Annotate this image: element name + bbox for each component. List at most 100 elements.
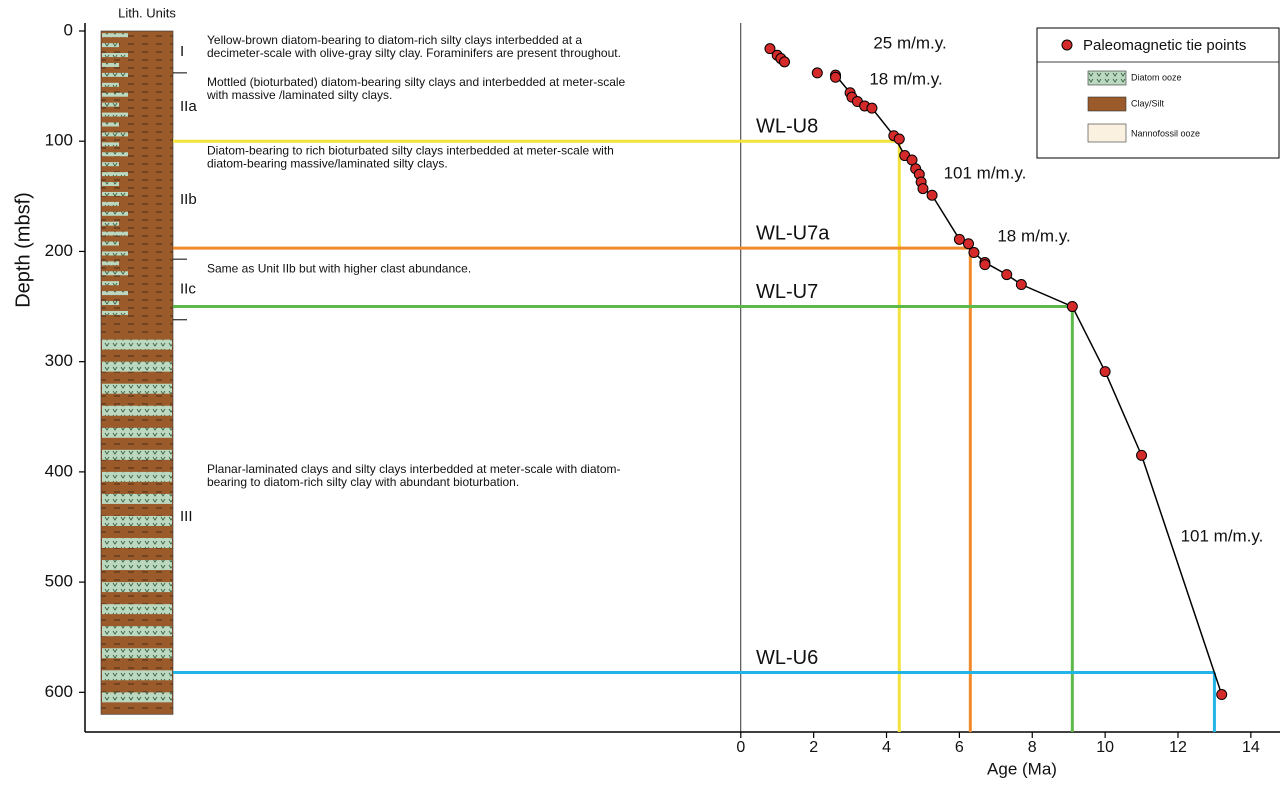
tie-point xyxy=(1100,367,1110,377)
diatom-patch xyxy=(102,192,128,196)
rate-label: 101 m/m.y. xyxy=(1181,526,1264,545)
legend-label: Paleomagnetic tie points xyxy=(1083,37,1246,54)
age-model-line xyxy=(836,75,1222,694)
diatom-patch xyxy=(102,152,128,156)
diatom-band xyxy=(102,648,172,658)
diatom-patch xyxy=(102,222,119,226)
unit-description: decimeter-scale with olive-gray silty cl… xyxy=(207,46,621,60)
y-axis-label: Depth (mbsf) xyxy=(12,192,34,308)
tie-point xyxy=(927,190,937,200)
tie-point xyxy=(831,72,841,82)
diatom-patch xyxy=(102,132,128,136)
diatom-patch xyxy=(102,93,128,97)
diatom-band xyxy=(102,560,172,570)
diatom-band xyxy=(102,582,172,592)
unit-description: Planar-laminated clays and silty clays i… xyxy=(207,462,621,476)
x-tick-label: 6 xyxy=(955,739,964,756)
tie-point xyxy=(1217,690,1227,700)
tie-point xyxy=(1002,270,1012,280)
diatom-patch xyxy=(102,53,128,57)
y-tick-label: 500 xyxy=(45,572,73,591)
column-label: Lith. Units xyxy=(118,5,176,20)
diatom-patch xyxy=(102,43,119,47)
x-tick-label: 8 xyxy=(1028,739,1037,756)
diatom-band xyxy=(102,516,172,526)
tie-point xyxy=(918,184,928,194)
diatom-patch xyxy=(102,291,128,295)
diatom-band xyxy=(102,494,172,504)
rate-label: 18 m/m.y. xyxy=(869,69,942,88)
y-tick-label: 100 xyxy=(45,131,73,150)
diatom-band xyxy=(102,604,172,614)
horizon-label: WL-U7 xyxy=(756,281,818,303)
legend-swatch xyxy=(1088,71,1126,85)
unit-label: III xyxy=(180,508,193,525)
tie-point xyxy=(1067,302,1077,312)
legend-swatch xyxy=(1088,124,1126,142)
diatom-patch xyxy=(102,113,128,117)
legend-label: Nannofossil ooze xyxy=(1131,128,1200,138)
tie-point xyxy=(780,57,790,67)
unit-label: I xyxy=(180,43,184,60)
unit-description: Yellow-brown diatom-bearing to diatom-ri… xyxy=(207,33,582,47)
chart: Lith. Units Depth (mbsf) Age (Ma) 0 100 20… xyxy=(0,0,1287,781)
x-tick-label: 2 xyxy=(809,739,818,756)
diatom-patch xyxy=(102,251,128,255)
diatom-patch xyxy=(102,162,119,166)
lithology-column xyxy=(101,31,173,714)
legend-label: Clay/Silt xyxy=(1131,98,1165,108)
unit-description: diatom-bearing massive/laminated silty c… xyxy=(207,156,448,170)
x-tick-label: 14 xyxy=(1242,739,1260,756)
diatom-patch xyxy=(102,261,119,265)
diatom-patch xyxy=(102,271,128,275)
legend-label: Diatom ooze xyxy=(1131,72,1182,82)
y-tick-label: 300 xyxy=(45,351,73,370)
diatom-band xyxy=(102,670,172,680)
diatom-band xyxy=(102,384,172,394)
tie-point xyxy=(954,234,964,244)
diatom-patch xyxy=(102,63,119,67)
horizon-label: WL-U7a xyxy=(756,222,830,244)
unit-label: IIb xyxy=(180,191,197,208)
diatom-patch xyxy=(102,103,119,107)
legend-marker xyxy=(1062,40,1072,50)
horizon-label: WL-U8 xyxy=(756,116,818,138)
tie-point xyxy=(963,239,973,249)
unit-description: Diatom-bearing to rich bioturbated silty… xyxy=(207,143,614,157)
rate-label: 101 m/m.y. xyxy=(944,163,1027,182)
tie-point xyxy=(969,248,979,258)
diatom-band xyxy=(102,428,172,438)
unit-description: Mottled (bioturbated) diatom-bearing sil… xyxy=(207,75,626,89)
diatom-patch xyxy=(102,122,119,126)
diatom-patch xyxy=(102,301,119,305)
diatom-patch xyxy=(102,73,128,77)
horizon-label: WL-U6 xyxy=(756,647,818,669)
diatom-patch xyxy=(102,142,119,146)
x-tick-label: 10 xyxy=(1096,739,1114,756)
tie-point xyxy=(867,103,877,113)
x-tick-label: 4 xyxy=(882,739,891,756)
tie-point xyxy=(980,260,990,270)
diatom-patch xyxy=(102,311,128,315)
diatom-patch xyxy=(102,232,128,236)
y-tick-label: 0 xyxy=(64,20,73,39)
diatom-patch xyxy=(102,172,128,176)
diatom-band xyxy=(102,626,172,636)
unit-label: IIc xyxy=(180,280,196,297)
y-tick-label: 600 xyxy=(45,682,73,701)
rate-label: 25 m/m.y. xyxy=(873,33,946,52)
diatom-band xyxy=(102,362,172,372)
y-tick-label: 200 xyxy=(45,241,73,260)
tie-point xyxy=(1137,450,1147,460)
tie-point xyxy=(812,68,822,78)
diatom-patch xyxy=(102,33,128,37)
tie-point xyxy=(1016,280,1026,290)
diatom-band xyxy=(102,450,172,460)
diatom-band xyxy=(102,692,172,702)
x-axis-label: Age (Ma) xyxy=(987,759,1057,778)
diatom-patch xyxy=(102,212,128,216)
y-tick-label: 400 xyxy=(45,461,73,480)
legend-swatch xyxy=(1088,97,1126,111)
diatom-patch xyxy=(102,182,119,186)
x-tick-label: 12 xyxy=(1169,739,1187,756)
